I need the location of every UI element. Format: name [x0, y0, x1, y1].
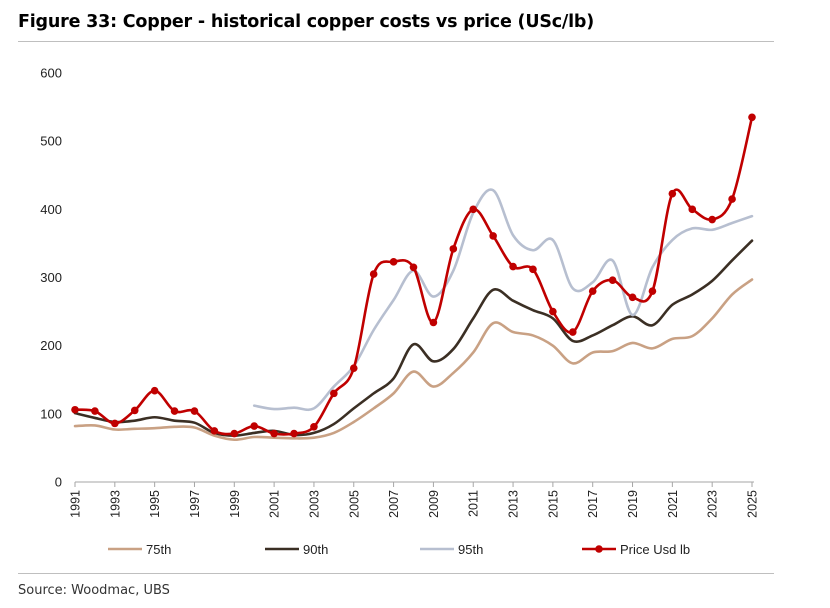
price-point — [469, 205, 478, 214]
legend-marker — [595, 545, 603, 553]
price-point — [568, 328, 577, 336]
price-point — [369, 270, 378, 278]
y-axis-ticks: 0 100 200 300 400 500 600 — [40, 66, 62, 490]
series-line-0 — [73, 278, 754, 442]
price-point — [71, 405, 79, 414]
x-tick-label: 1993 — [108, 490, 122, 518]
price-point — [170, 407, 179, 415]
price-point — [310, 422, 318, 431]
x-tick-label: 1991 — [69, 490, 83, 518]
price-point — [728, 195, 736, 203]
title-divider — [18, 41, 774, 42]
x-tick-label: 2019 — [626, 490, 640, 518]
price-point — [270, 429, 278, 438]
x-tick-label: 2015 — [546, 490, 560, 518]
price-point — [130, 406, 139, 415]
series-line-2 — [252, 188, 754, 412]
x-tick-label: 2001 — [268, 490, 282, 518]
price-point — [748, 113, 756, 122]
legend: 75th 90th 95th Price Usd lb — [108, 542, 690, 557]
price-point — [230, 429, 239, 438]
x-axis: 1991 1993 1995 1997 1999 2001 2003 2005 2007 2009… — [69, 481, 760, 518]
legend-label: 95th — [458, 542, 483, 557]
y-tick-label: 0 — [55, 475, 62, 490]
price-point — [111, 419, 119, 428]
price-point — [409, 263, 418, 272]
price-point — [429, 318, 438, 327]
price-point — [628, 293, 637, 302]
legend-label: 75th — [146, 542, 171, 557]
x-tick-label: 2007 — [387, 490, 401, 518]
price-point — [648, 287, 657, 295]
price-point — [688, 205, 697, 214]
series-line-3 — [73, 116, 754, 436]
x-tick-label: 2021 — [666, 490, 680, 518]
x-tick-label: 1997 — [188, 490, 202, 518]
y-tick-label: 600 — [40, 66, 62, 81]
x-tick-label: 1999 — [228, 490, 242, 518]
price-point — [608, 276, 617, 285]
x-tick-label: 1995 — [148, 490, 162, 518]
legend-label: 90th — [303, 542, 328, 557]
x-tick-label: 2009 — [427, 490, 441, 518]
x-tick-label: 2005 — [347, 490, 361, 518]
y-tick-label: 100 — [40, 406, 62, 421]
source-divider — [18, 573, 774, 574]
price-point — [588, 287, 597, 295]
x-tick-label: 2025 — [746, 490, 760, 518]
x-tick-label: 2003 — [307, 490, 321, 518]
series-line-1 — [73, 239, 754, 437]
y-tick-label: 200 — [40, 338, 62, 353]
y-tick-label: 400 — [40, 202, 62, 217]
y-tick-label: 500 — [40, 134, 62, 149]
price-point — [389, 258, 398, 266]
price-point — [549, 307, 557, 316]
price-point — [489, 232, 497, 240]
price-point — [290, 429, 298, 438]
series-layer — [71, 113, 756, 442]
price-point — [668, 189, 677, 198]
price-point — [509, 262, 517, 271]
y-tick-label: 300 — [40, 270, 62, 285]
chart: 0 100 200 300 400 500 600 1991 1993 1995 1997 1999… — [40, 66, 760, 558]
price-point — [91, 407, 99, 415]
legend-label: Price Usd lb — [620, 542, 690, 557]
x-tick-label: 2017 — [586, 490, 600, 518]
price-point — [250, 422, 259, 430]
price-point — [529, 265, 537, 274]
price-point — [190, 407, 199, 415]
price-point — [330, 389, 338, 398]
price-point — [449, 245, 458, 253]
x-tick-label: 2013 — [507, 490, 521, 518]
source-note: Source: Woodmac, UBS — [18, 583, 170, 598]
price-point — [150, 386, 159, 395]
x-tick-label: 2023 — [706, 490, 720, 518]
price-point — [708, 215, 716, 224]
figure-title: Figure 33: Copper - historical copper co… — [18, 12, 595, 32]
price-point — [210, 427, 219, 435]
price-point — [349, 364, 358, 372]
x-tick-label: 2011 — [467, 490, 481, 517]
